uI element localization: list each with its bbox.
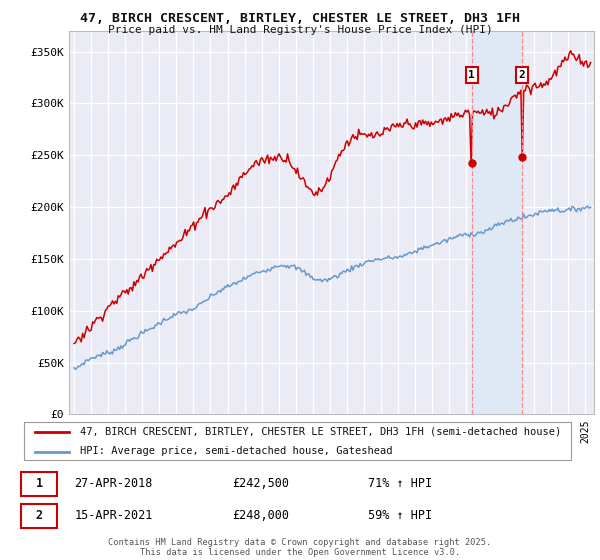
Text: 2: 2 (519, 70, 526, 80)
Text: 59% ↑ HPI: 59% ↑ HPI (368, 509, 432, 522)
Text: 15-APR-2021: 15-APR-2021 (74, 509, 153, 522)
Text: 27-APR-2018: 27-APR-2018 (74, 477, 153, 491)
FancyBboxPatch shape (21, 472, 58, 496)
FancyBboxPatch shape (23, 422, 571, 460)
Text: £242,500: £242,500 (232, 477, 289, 491)
FancyBboxPatch shape (21, 503, 58, 528)
Text: 47, BIRCH CRESCENT, BIRTLEY, CHESTER LE STREET, DH3 1FH: 47, BIRCH CRESCENT, BIRTLEY, CHESTER LE … (80, 12, 520, 25)
Text: 71% ↑ HPI: 71% ↑ HPI (368, 477, 432, 491)
Bar (472, 31, 522, 414)
Text: 47, BIRCH CRESCENT, BIRTLEY, CHESTER LE STREET, DH3 1FH (semi-detached house): 47, BIRCH CRESCENT, BIRTLEY, CHESTER LE … (80, 427, 561, 437)
Text: £248,000: £248,000 (232, 509, 289, 522)
Text: Price paid vs. HM Land Registry's House Price Index (HPI): Price paid vs. HM Land Registry's House … (107, 25, 493, 35)
Text: HPI: Average price, semi-detached house, Gateshead: HPI: Average price, semi-detached house,… (80, 446, 392, 456)
Text: 2: 2 (36, 509, 43, 522)
Text: 1: 1 (36, 477, 43, 491)
Text: 1: 1 (469, 70, 475, 80)
Text: Contains HM Land Registry data © Crown copyright and database right 2025.
This d: Contains HM Land Registry data © Crown c… (109, 538, 491, 557)
